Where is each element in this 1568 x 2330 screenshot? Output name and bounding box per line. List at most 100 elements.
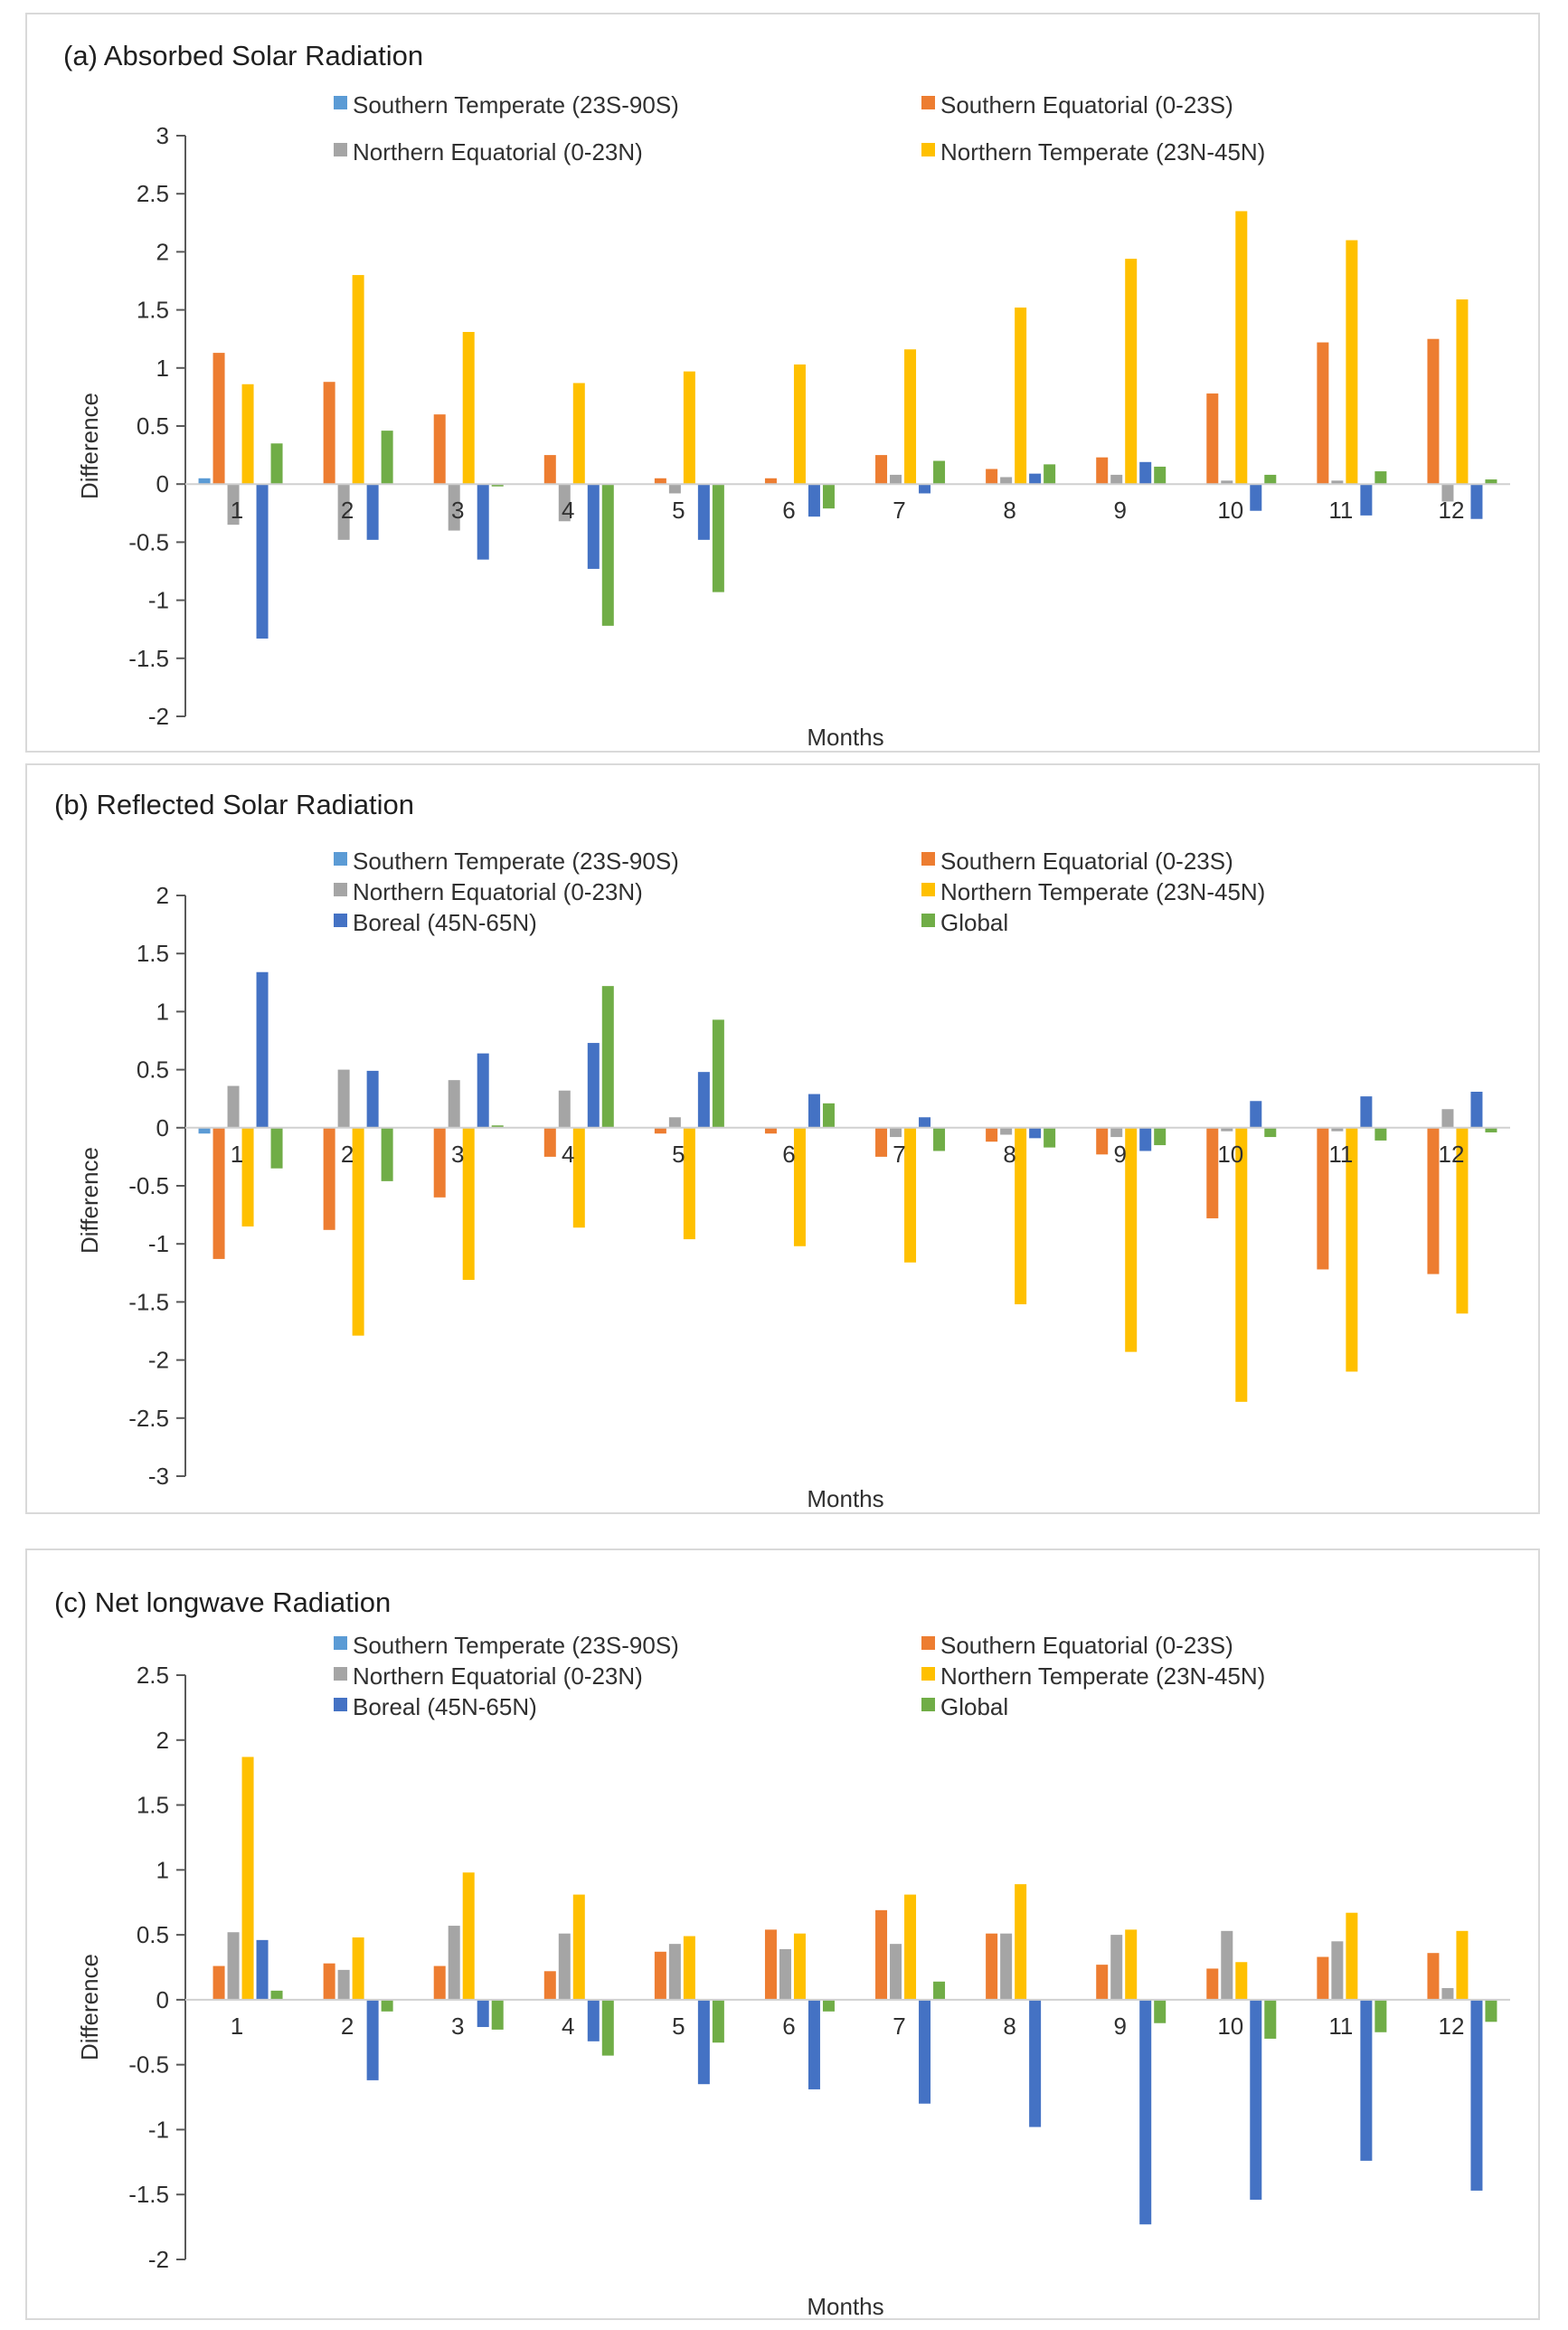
x-tick-label: 12	[1438, 1141, 1464, 1168]
x-tick-label: 1	[231, 1141, 243, 1168]
legend-swatch	[921, 1698, 935, 1711]
bar	[213, 1965, 225, 2000]
y-tick-label: 2	[156, 238, 169, 265]
bar	[764, 478, 777, 485]
bar	[1110, 474, 1123, 485]
bar	[933, 460, 946, 485]
bar	[1029, 1127, 1042, 1139]
chart-panel-longwave: (c) Net longwave Radiation Difference Mo…	[25, 1549, 1540, 2320]
bar	[1029, 473, 1042, 485]
x-tick-label: 6	[782, 2013, 795, 2040]
bar	[779, 1948, 791, 2000]
legend-label: Southern Temperate (23S-90S)	[353, 848, 679, 875]
legend-item: Southern Equatorial (0-23S)	[921, 91, 1233, 118]
x-tick-label: 10	[1217, 497, 1243, 524]
legend-swatch	[334, 96, 347, 109]
bar	[572, 1127, 585, 1228]
legend-swatch	[921, 883, 935, 896]
x-tick-label: 3	[451, 2013, 464, 2040]
legend-swatch	[334, 1698, 347, 1711]
bar	[543, 455, 556, 485]
bar	[1096, 1127, 1109, 1155]
bar	[1015, 308, 1027, 485]
bar	[1317, 1956, 1329, 2000]
bar	[933, 1127, 946, 1151]
x-axis-label: Months	[807, 2293, 883, 2318]
bar	[448, 1080, 460, 1128]
bar	[1139, 461, 1152, 485]
bar	[697, 1999, 710, 2085]
legend-label: Global	[940, 1693, 1008, 1720]
bar	[1360, 1999, 1373, 2161]
bar	[697, 484, 710, 540]
legend-swatch	[921, 1636, 935, 1650]
bar	[1206, 1127, 1219, 1218]
bar	[1125, 1127, 1138, 1352]
bar	[1441, 1109, 1454, 1128]
bar	[764, 1127, 777, 1134]
legend-item: Northern Temperate (23N-45N)	[921, 138, 1265, 166]
y-tick-label: 2	[156, 882, 169, 909]
x-tick-label: 3	[451, 497, 464, 524]
bar	[1029, 1999, 1042, 2127]
bar	[601, 986, 614, 1128]
bar	[448, 484, 460, 531]
bar	[654, 1127, 666, 1134]
bar	[1441, 1987, 1454, 2000]
legend-label: Boreal (45N-65N)	[353, 909, 537, 936]
legend-swatch	[334, 1636, 347, 1650]
bar	[822, 1103, 835, 1128]
bar	[433, 1127, 446, 1198]
y-tick-label: 2	[156, 1727, 169, 1754]
bar	[601, 484, 614, 626]
x-tick-label: 5	[672, 497, 685, 524]
bar	[875, 1909, 888, 2000]
x-tick-label: 12	[1438, 2013, 1464, 2040]
bar	[241, 384, 254, 485]
y-tick-label: 0	[156, 1986, 169, 2013]
bar	[764, 1929, 777, 2000]
x-tick-label: 5	[672, 1141, 685, 1168]
bar	[1470, 1999, 1483, 2191]
bar	[1015, 1127, 1027, 1304]
bar	[986, 1127, 998, 1142]
x-tick-label: 4	[562, 497, 574, 524]
legend-label: Northern Equatorial (0-23N)	[353, 1662, 643, 1690]
bar	[1235, 1962, 1248, 2000]
bar	[270, 1990, 283, 2000]
bar	[448, 1926, 460, 2000]
bar	[904, 1127, 917, 1263]
bar	[1331, 1941, 1344, 2000]
bar	[1331, 480, 1344, 485]
y-tick-label: 1	[156, 998, 169, 1025]
y-tick-label: 1	[156, 1856, 169, 1883]
y-tick-label: 2.5	[137, 180, 169, 207]
x-axis-label: Months	[807, 1485, 883, 1512]
legend-label: Northern Equatorial (0-23N)	[353, 138, 643, 166]
bar	[241, 1127, 254, 1227]
bar	[572, 1894, 585, 2000]
bar	[491, 484, 504, 487]
bar	[919, 1999, 931, 2104]
x-tick-label: 9	[1113, 497, 1126, 524]
legend-swatch	[921, 96, 935, 109]
bar	[1139, 1127, 1152, 1151]
bar	[668, 1944, 681, 2000]
x-tick-label: 10	[1217, 1141, 1243, 1168]
legend-item: Northern Temperate (23N-45N)	[921, 1662, 1265, 1690]
bar	[256, 1939, 269, 2000]
bar	[1456, 1127, 1469, 1314]
bar	[890, 1944, 902, 2000]
bar	[1221, 1127, 1233, 1132]
bar	[1206, 1968, 1219, 2000]
bar	[1000, 477, 1013, 485]
bar	[1096, 457, 1109, 485]
bar	[1374, 471, 1387, 485]
x-tick-label: 10	[1217, 2013, 1243, 2040]
legend-swatch	[334, 883, 347, 896]
bar	[1015, 1884, 1027, 2000]
bar	[654, 1951, 666, 2000]
x-axis-label: Months	[807, 724, 883, 751]
bar	[1000, 1933, 1013, 2000]
bar	[433, 414, 446, 485]
